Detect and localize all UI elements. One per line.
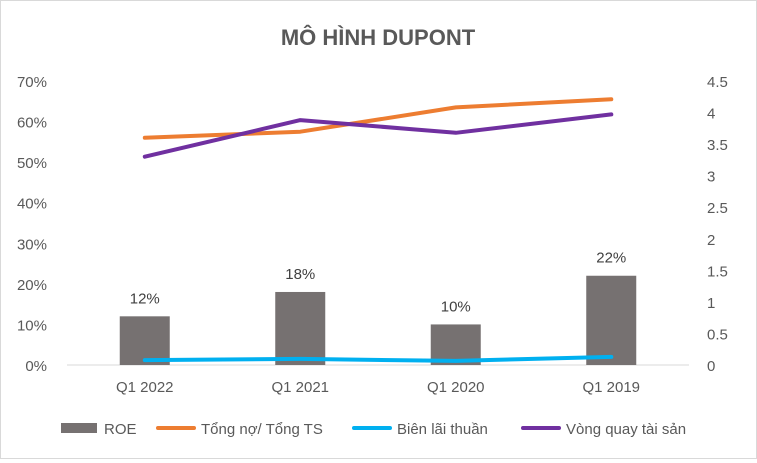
right-axis-tick-label: 4.5 <box>707 74 728 91</box>
right-axis: 0 0.5 1 1.5 2 2.5 3 3.5 4 4.5 <box>707 74 728 375</box>
x-axis-tick-label: Q1 2019 <box>582 379 640 396</box>
roe-bar <box>275 291 326 365</box>
right-axis-tick-label: 0 <box>707 358 715 375</box>
right-axis-tick-label: 1 <box>707 295 715 312</box>
x-axis-ticks: Q1 2022 Q1 2021 Q1 2020 Q1 2019 <box>116 379 640 396</box>
legend-label: ROE <box>104 421 137 438</box>
roe-bars <box>119 275 637 365</box>
legend-label: Biên lãi thuần <box>397 421 488 438</box>
left-axis-tick-label: 40% <box>17 196 47 213</box>
legend-swatch-box <box>61 423 97 433</box>
line-bi-n-l-i-thu-n <box>142 354 614 363</box>
right-axis-tick-label: 3 <box>707 169 715 186</box>
roe-data-label: 10% <box>441 298 471 315</box>
right-axis-tick-label: 3.5 <box>707 137 728 154</box>
legend-label: Vòng quay tài sản <box>566 421 686 438</box>
legend-label: Tổng nợ/ Tổng TS <box>201 421 323 438</box>
left-axis-tick-label: 30% <box>17 236 47 253</box>
left-axis-tick-label: 0% <box>25 358 47 375</box>
left-axis-tick-label: 10% <box>17 317 47 334</box>
roe-data-label: 18% <box>285 266 315 283</box>
roe-bar <box>586 275 637 365</box>
left-axis-tick-label: 50% <box>17 155 47 172</box>
x-axis-tick-label: Q1 2020 <box>427 379 485 396</box>
left-axis-tick-label: 70% <box>17 74 47 91</box>
x-axis-tick-label: Q1 2022 <box>116 379 174 396</box>
right-axis-tick-label: 4 <box>707 106 715 123</box>
chart-title: MÔ HÌNH DUPONT <box>281 25 476 50</box>
line-v-ng-quay-t-i-s-n <box>142 112 614 159</box>
right-axis-tick-label: 1.5 <box>707 263 728 280</box>
legend: ROE Tổng nợ/ Tổng TS Biên lãi thuần Vòng qu… <box>61 421 686 438</box>
line-t-ng-n-t-ng-ts <box>142 97 614 140</box>
roe-bar <box>119 316 170 365</box>
roe-data-label: 22% <box>596 250 626 267</box>
right-axis-tick-label: 2 <box>707 232 715 249</box>
roe-data-labels: 12% 18% 10% 22% <box>130 250 627 316</box>
right-axis-tick-label: 0.5 <box>707 326 728 343</box>
left-axis-tick-label: 60% <box>17 115 47 132</box>
left-axis: 0% 10% 20% 30% 40% 50% 60% 70% <box>17 74 47 375</box>
left-axis-tick-label: 20% <box>17 277 47 294</box>
line-series <box>142 97 614 363</box>
roe-data-label: 12% <box>130 290 160 307</box>
x-axis-tick-label: Q1 2021 <box>271 379 329 396</box>
right-axis-tick-label: 2.5 <box>707 200 728 217</box>
roe-bar <box>430 324 481 365</box>
